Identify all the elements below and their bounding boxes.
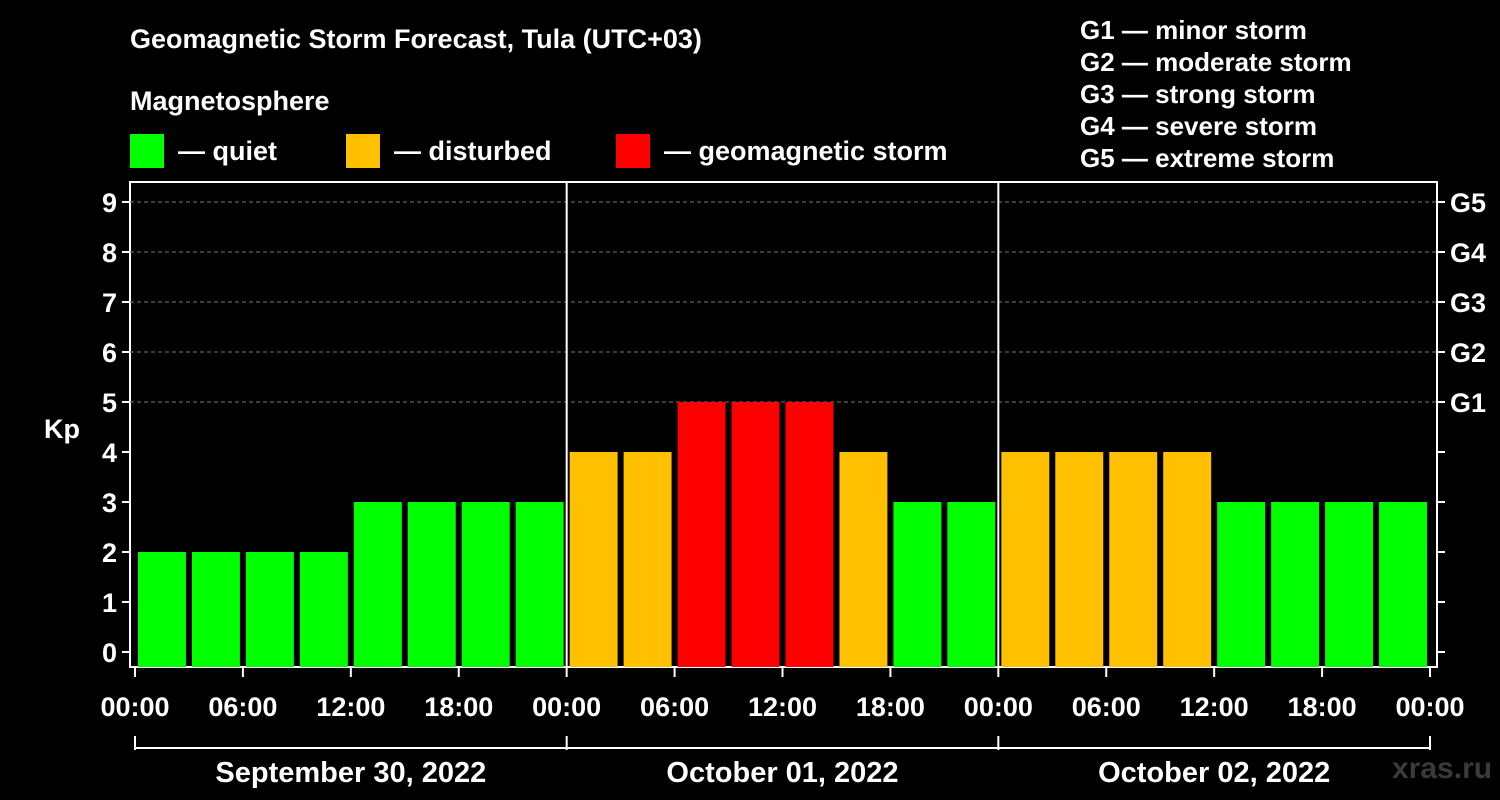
x-tick-label: 06:00	[640, 692, 709, 722]
x-tick-label: 06:00	[208, 692, 277, 722]
g-scale-g3: G3 — strong storm	[1080, 79, 1316, 109]
y-tick-label: 8	[102, 238, 117, 268]
y-tick-label: 4	[102, 438, 117, 468]
kp-bar	[299, 552, 348, 667]
x-tick-label: 18:00	[1288, 692, 1357, 722]
kp-bar	[623, 452, 672, 667]
y-axis-label: Kp	[44, 414, 80, 444]
x-tick-label: 12:00	[316, 692, 385, 722]
kp-bar	[245, 552, 294, 667]
x-tick-label: 06:00	[1072, 692, 1141, 722]
kp-bar	[1379, 502, 1427, 667]
right-axis-label: G5	[1450, 188, 1486, 218]
g-scale-legend: G1 — minor storm G2 — moderate storm G3 …	[1080, 14, 1352, 174]
kp-bar	[1271, 502, 1320, 667]
x-tick-label: 12:00	[748, 692, 817, 722]
legend-quiet-swatch	[130, 134, 164, 168]
kp-bar	[731, 402, 780, 667]
x-tick-label: 00:00	[100, 692, 169, 722]
x-tick-label: 12:00	[1180, 692, 1249, 722]
kp-bar	[461, 502, 510, 667]
kp-bar	[515, 502, 564, 667]
legend-quiet: — quiet	[130, 134, 277, 168]
kp-bar	[947, 502, 996, 667]
legend-disturbed: — disturbed	[346, 134, 552, 168]
kp-bar	[138, 552, 186, 667]
x-tick-label: 18:00	[424, 692, 493, 722]
right-axis-label: G3	[1450, 288, 1486, 318]
x-tick-label: 00:00	[532, 692, 601, 722]
g-scale-g5: G5 — extreme storm	[1080, 143, 1335, 173]
y-tick-label: 7	[102, 288, 117, 318]
x-tick-label: 00:00	[964, 692, 1033, 722]
x-tick-label: 18:00	[856, 692, 925, 722]
kp-bar	[1001, 452, 1050, 667]
kp-bar	[839, 452, 888, 667]
kp-bar	[353, 502, 402, 667]
legend-quiet-label: — quiet	[178, 135, 277, 166]
g-scale-g1: G1 — minor storm	[1080, 15, 1307, 45]
legend-heading: Magnetosphere	[130, 86, 330, 116]
chart-title: Geomagnetic Storm Forecast, Tula (UTC+03…	[130, 24, 702, 54]
right-axis-label: G2	[1450, 338, 1486, 368]
legend-storm-label: — geomagnetic storm	[664, 135, 948, 166]
watermark: xras.ru	[1392, 752, 1493, 785]
day-label: September 30, 2022	[215, 757, 486, 789]
y-tick-label: 9	[102, 188, 117, 218]
kp-bar	[1163, 452, 1212, 667]
y-tick-label: 2	[102, 538, 117, 568]
day-label: October 01, 2022	[666, 757, 898, 789]
legend-storm-swatch	[616, 134, 650, 168]
y-tick-label: 0	[102, 638, 117, 668]
y-tick-label: 3	[102, 488, 117, 518]
kp-bar	[407, 502, 456, 667]
legend-storm: — geomagnetic storm	[616, 134, 948, 168]
legend-disturbed-label: — disturbed	[394, 135, 552, 166]
right-axis-label: G4	[1450, 238, 1486, 268]
g-scale-g4: G4 — severe storm	[1080, 111, 1318, 141]
y-tick-label: 5	[102, 388, 117, 418]
kp-bar	[1055, 452, 1104, 667]
kp-bar	[191, 552, 240, 667]
kp-bar	[785, 402, 834, 667]
right-axis-label: G1	[1450, 388, 1486, 418]
kp-bar	[893, 502, 942, 667]
y-tick-label: 1	[102, 588, 117, 618]
x-tick-label: 00:00	[1395, 692, 1464, 722]
kp-bar	[677, 402, 726, 667]
kp-bar	[1217, 502, 1266, 667]
kp-bar	[1325, 502, 1374, 667]
day-label: October 02, 2022	[1098, 757, 1330, 789]
y-tick-label: 6	[102, 338, 117, 368]
g-scale-g2: G2 — moderate storm	[1080, 47, 1352, 77]
kp-bar	[569, 452, 618, 667]
kp-bar	[1109, 452, 1158, 667]
legend-disturbed-swatch	[346, 134, 380, 168]
